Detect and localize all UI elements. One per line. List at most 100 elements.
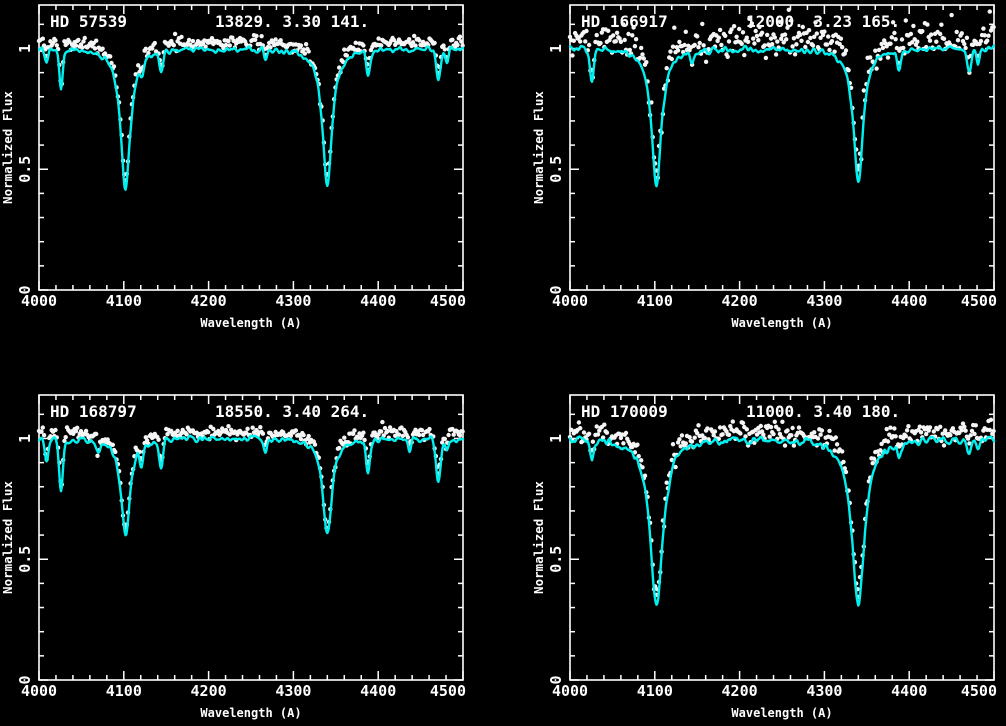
observed-point	[876, 47, 882, 53]
observed-point	[683, 441, 688, 446]
observed-point	[382, 425, 388, 431]
observed-points	[567, 417, 996, 600]
observed-point	[260, 431, 266, 436]
plot-frame	[569, 394, 995, 681]
observed-point	[340, 59, 346, 64]
observed-point	[988, 417, 994, 422]
observed-point	[843, 48, 849, 53]
observed-point	[578, 39, 583, 44]
observed-point	[726, 39, 732, 44]
observed-point	[306, 433, 311, 439]
observed-point	[941, 36, 947, 41]
observed-point	[457, 34, 463, 39]
observed-point	[94, 431, 99, 437]
observed-point	[76, 37, 81, 43]
observed-point	[955, 38, 961, 43]
observed-point	[752, 41, 757, 46]
observed-point	[702, 435, 707, 441]
observed-point	[144, 438, 150, 443]
observed-point	[767, 434, 772, 439]
observed-point	[717, 425, 723, 430]
observed-point	[943, 428, 948, 433]
observed-point	[459, 39, 464, 44]
observed-point	[985, 38, 990, 43]
observed-point	[782, 32, 788, 37]
observed-point	[664, 480, 669, 485]
observed-point	[903, 18, 908, 23]
observed-point	[740, 420, 746, 426]
observed-point	[184, 432, 189, 437]
observed-point	[82, 35, 88, 41]
observed-point	[642, 473, 648, 478]
observed-point	[420, 432, 426, 438]
observed-point	[627, 47, 632, 53]
observed-point	[351, 431, 356, 436]
observed-point	[633, 37, 639, 42]
observed-point	[920, 29, 925, 34]
observed-point	[777, 19, 783, 24]
observed-point	[105, 437, 110, 442]
observed-point	[586, 431, 592, 436]
observed-point	[962, 41, 967, 47]
spectrum-panel-bottom-right: 4000 4100 4200 4300 4400 4500 0 0.5 1 Wavelength …	[531, 394, 997, 720]
observed-point	[581, 430, 587, 435]
observed-point	[113, 449, 118, 455]
observed-point	[973, 423, 978, 428]
observed-point	[614, 30, 620, 35]
observed-point	[604, 430, 610, 435]
observed-point	[901, 45, 906, 51]
observed-point	[703, 59, 709, 64]
observed-point	[353, 40, 358, 45]
observed-point	[745, 39, 751, 44]
observed-point	[959, 428, 964, 433]
observed-point	[982, 33, 987, 38]
observed-point	[893, 434, 898, 439]
observed-point	[63, 435, 68, 440]
observed-point	[670, 44, 676, 49]
observed-point	[48, 434, 53, 439]
x-tick-label: 4200	[722, 682, 758, 700]
observed-point	[726, 432, 732, 437]
observed-point	[888, 425, 893, 430]
x-tick-label: 4500	[961, 682, 997, 700]
observed-point	[870, 461, 875, 466]
x-tick-label: 4000	[552, 292, 588, 310]
observed-point	[380, 419, 385, 425]
observed-point	[908, 31, 914, 37]
x-axis-label: Wavelength (A)	[731, 316, 832, 330]
observed-point	[200, 41, 206, 46]
observed-point	[744, 35, 749, 40]
observed-point	[83, 428, 89, 434]
observed-point	[796, 425, 802, 430]
y-axis-label: Normalized Flux	[531, 91, 546, 204]
observed-point	[372, 430, 377, 435]
observed-point	[567, 34, 573, 40]
observed-point	[756, 38, 761, 43]
observed-point	[337, 65, 342, 70]
observed-point	[206, 430, 211, 435]
observed-point	[687, 435, 692, 440]
x-tick-label: 4200	[722, 292, 758, 310]
observed-point	[396, 432, 402, 437]
observed-point	[450, 37, 455, 42]
observed-point	[400, 433, 405, 439]
observed-point	[679, 433, 685, 438]
observed-point	[640, 52, 645, 57]
observed-point	[737, 26, 742, 32]
observed-point	[978, 38, 984, 44]
observed-point	[824, 42, 830, 47]
observed-point	[885, 439, 891, 444]
observed-point	[792, 52, 798, 57]
observed-point	[179, 34, 184, 40]
observed-point	[166, 43, 171, 48]
observed-point	[841, 459, 846, 465]
observed-point	[446, 432, 451, 438]
observed-point	[73, 43, 79, 48]
observed-point	[917, 424, 922, 429]
observed-point	[172, 31, 178, 37]
observed-point	[873, 48, 878, 53]
observed-point	[815, 436, 821, 441]
observed-point	[297, 433, 302, 439]
observed-point	[987, 427, 992, 433]
observed-point	[739, 41, 744, 46]
